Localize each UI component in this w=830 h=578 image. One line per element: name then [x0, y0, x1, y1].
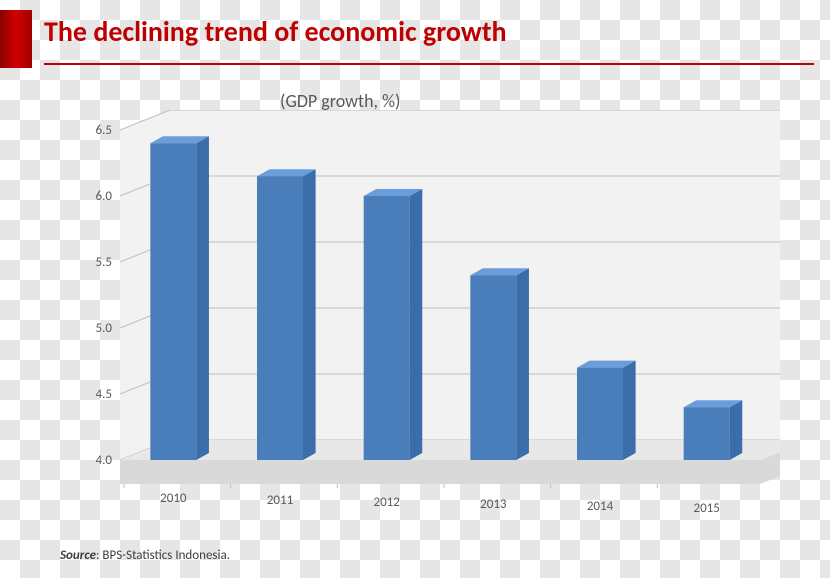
chart-subtitle: (GDP growth, %): [280, 90, 400, 112]
svg-text:4.5: 4.5: [96, 387, 112, 402]
svg-text:2014: 2014: [587, 499, 614, 514]
svg-text:2013: 2013: [480, 497, 507, 512]
svg-text:6.5: 6.5: [96, 123, 112, 138]
svg-text:2015: 2015: [693, 501, 719, 516]
source-text: : BPS-Statistics Indonesia.: [96, 548, 230, 563]
bar-chart: 4.0 4.5 5.0 5.5 6.0 6.5 2010 2011 2012 2013 2014 20…: [60, 110, 780, 530]
source-line: Source: BPS-Statistics Indonesia.: [60, 548, 230, 563]
svg-text:4.0: 4.0: [96, 453, 113, 468]
svg-text:2012: 2012: [373, 495, 400, 510]
svg-text:5.0: 5.0: [96, 321, 113, 336]
svg-text:6.0: 6.0: [96, 189, 113, 204]
svg-text:5.5: 5.5: [96, 255, 112, 270]
svg-text:2010: 2010: [160, 491, 187, 506]
accent-bar: [0, 10, 32, 68]
svg-text:2011: 2011: [267, 493, 293, 508]
title-underline: [44, 63, 814, 65]
source-label: Source: [60, 548, 96, 563]
slide-title: The declining trend of economic growth: [44, 14, 507, 49]
